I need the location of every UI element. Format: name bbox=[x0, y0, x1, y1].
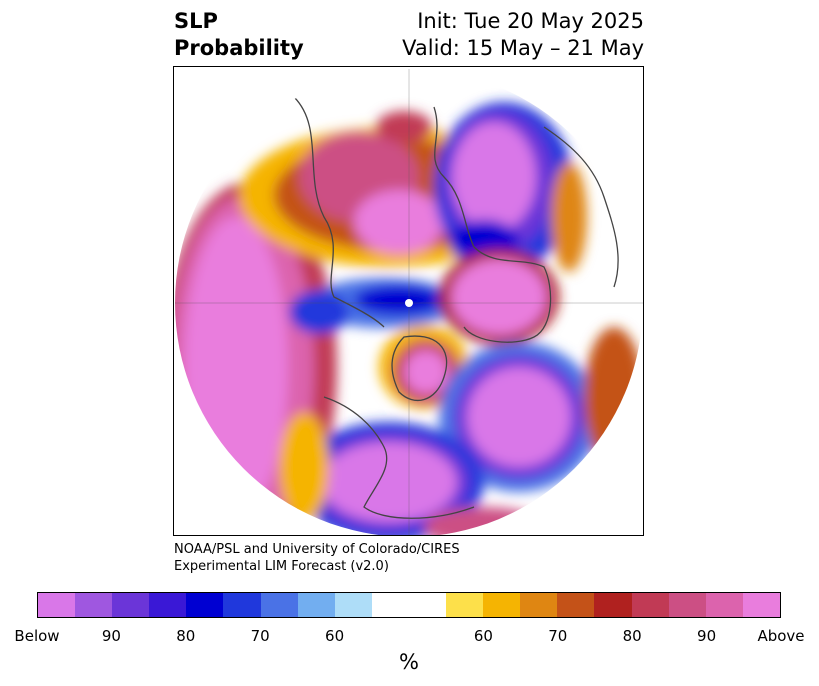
colorbar-segment bbox=[149, 593, 187, 617]
colorbar-unit: % bbox=[399, 650, 419, 674]
coastlines bbox=[293, 96, 619, 519]
colorbar bbox=[37, 592, 781, 618]
probability-field bbox=[175, 69, 643, 535]
colorbar-segment bbox=[520, 593, 558, 617]
valid-range: Valid: 15 May – 21 May bbox=[402, 36, 644, 60]
title-variable: SLP bbox=[174, 9, 218, 33]
credit-line1: NOAA/PSL and University of Colorado/CIRE… bbox=[174, 542, 460, 557]
colorbar-segment bbox=[668, 593, 706, 617]
polar-map bbox=[173, 66, 644, 536]
colorbar-segment bbox=[446, 593, 484, 617]
colorbar-tick-label: 70 bbox=[548, 627, 568, 645]
colorbar-segment bbox=[371, 593, 409, 617]
colorbar-segment bbox=[408, 593, 447, 617]
colorbar-segment bbox=[297, 593, 335, 617]
colorbar-tick-label: Above bbox=[757, 627, 805, 645]
colorbar-tick-label: 80 bbox=[622, 627, 642, 645]
credit-line2: Experimental LIM Forecast (v2.0) bbox=[174, 559, 389, 574]
colorbar-tick-label: 70 bbox=[250, 627, 270, 645]
forecast-dates: Init: Tue 20 May 2025 Valid: 15 May – 21… bbox=[402, 8, 644, 62]
colorbar-segment bbox=[483, 593, 521, 617]
colorbar-segment bbox=[705, 593, 743, 617]
colorbar-tick-label: 60 bbox=[473, 627, 493, 645]
colorbar-tick-label: 90 bbox=[101, 627, 121, 645]
map-title: SLP Probability bbox=[174, 8, 304, 62]
graticule bbox=[175, 69, 643, 535]
colorbar-segment bbox=[223, 593, 261, 617]
colorbar-segment bbox=[38, 593, 76, 617]
title-quantity: Probability bbox=[174, 36, 304, 60]
colorbar-tick-label: 90 bbox=[697, 627, 717, 645]
colorbar-segment bbox=[594, 593, 632, 617]
colorbar-segment bbox=[186, 593, 224, 617]
colorbar-segment bbox=[631, 593, 669, 617]
colorbar-segment bbox=[334, 593, 372, 617]
colorbar-segment bbox=[742, 593, 780, 617]
colorbar-tick-label: Below bbox=[14, 627, 60, 645]
colorbar-segment bbox=[557, 593, 595, 617]
colorbar-segment bbox=[75, 593, 113, 617]
colorbar-segment bbox=[260, 593, 298, 617]
probability-map-svg bbox=[175, 69, 643, 535]
credit-block: NOAA/PSL and University of Colorado/CIRE… bbox=[174, 541, 460, 575]
init-date: Init: Tue 20 May 2025 bbox=[417, 9, 644, 33]
colorbar-tick-label: 60 bbox=[325, 627, 345, 645]
colorbar-segment bbox=[112, 593, 150, 617]
north-pole-marker bbox=[405, 299, 413, 307]
colorbar-tick-label: 80 bbox=[176, 627, 196, 645]
